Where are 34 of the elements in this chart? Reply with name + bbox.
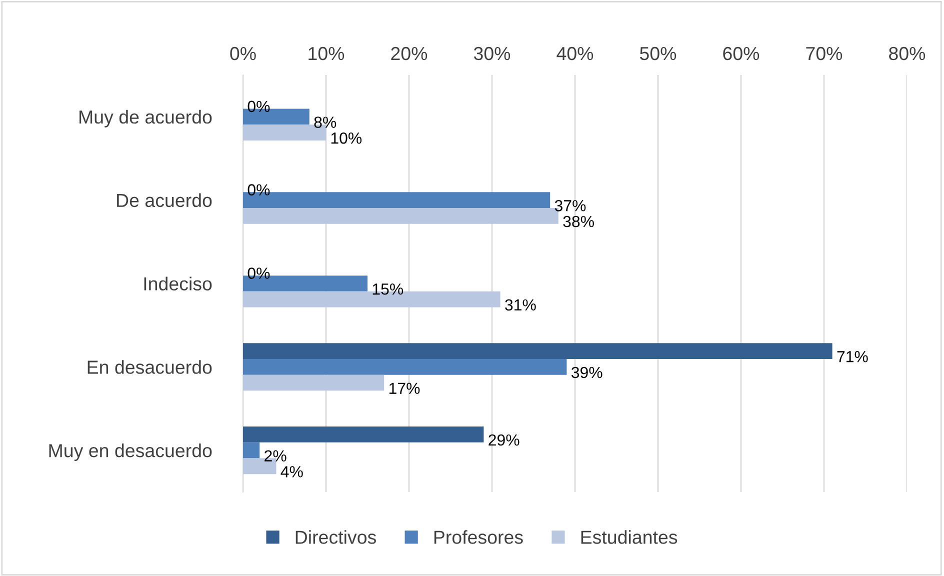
data-label: 37%: [554, 200, 586, 212]
data-label: 17%: [389, 382, 420, 394]
x-tick-label: 40%: [556, 46, 594, 60]
legend-label: Directivos: [296, 530, 376, 544]
data-label: 4%: [280, 466, 303, 478]
data-label: 29%: [488, 434, 520, 446]
data-label: 10%: [331, 132, 362, 144]
data-label: 8%: [314, 116, 336, 128]
bar: [243, 343, 832, 359]
data-label: 15%: [372, 283, 404, 295]
legend-label: Estudiantes: [581, 530, 678, 544]
bar: [243, 374, 384, 391]
x-tick-label: 70%: [806, 46, 842, 60]
bar: [243, 426, 484, 442]
x-tick-label: 60%: [723, 46, 760, 60]
x-tick-label: 0%: [230, 46, 256, 60]
x-tick-label: 20%: [391, 46, 428, 60]
y-tick-label: En desacuerdo: [88, 360, 212, 374]
y-tick-label: Muy de acuerdo: [80, 110, 212, 128]
data-label: 31%: [505, 299, 536, 311]
y-tick-label: De acuerdo: [117, 193, 212, 208]
data-label: 71%: [837, 351, 868, 362]
x-tick-label: 30%: [474, 46, 510, 60]
data-label: 38%: [563, 216, 594, 228]
legend-label: Profesores: [434, 530, 523, 544]
bar: [243, 442, 260, 458]
x-tick-label: 10%: [308, 46, 344, 60]
y-tick-label: Indeciso: [144, 276, 212, 290]
bar: [243, 358, 567, 375]
x-tick-label: 50%: [640, 46, 676, 60]
data-label: 2%: [264, 450, 286, 462]
data-label: 39%: [571, 366, 602, 378]
x-tick-label: 80%: [889, 46, 926, 60]
y-tick-label: Muy en desacuerdo: [49, 444, 212, 461]
